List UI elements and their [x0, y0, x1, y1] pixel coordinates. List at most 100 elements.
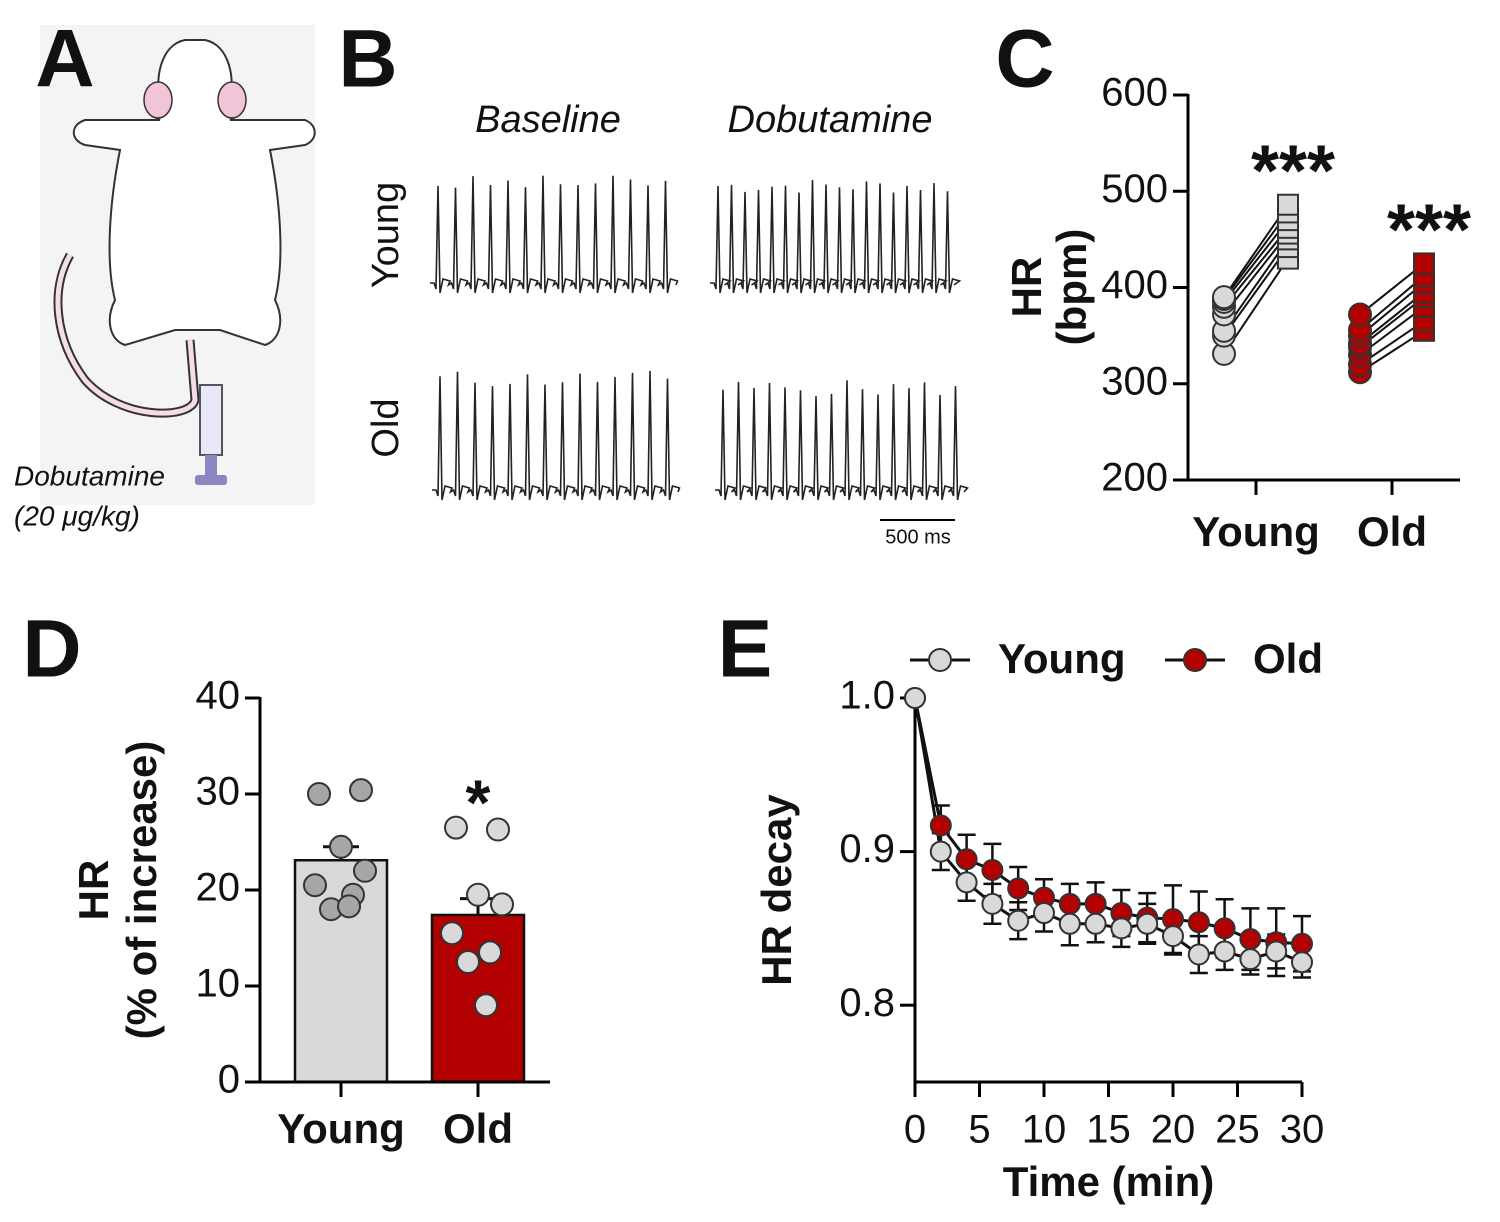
x-tick-label: 5 [968, 1108, 990, 1152]
y-tick-label: 600 [1101, 71, 1168, 115]
legend-label: Old [1253, 635, 1323, 682]
point [466, 882, 490, 907]
legend-marker [928, 648, 952, 672]
panel-label: D [22, 604, 81, 695]
y-tick-label: 400 [1101, 263, 1168, 307]
y-tick-label: 0 [218, 1058, 240, 1102]
row-label: Young [365, 182, 407, 288]
x-tick-label: Young [277, 1105, 405, 1152]
legend-label: Young [998, 635, 1126, 682]
point [1187, 911, 1210, 934]
panel-label: E [718, 604, 773, 695]
point [1058, 892, 1081, 915]
x-tick-label: 15 [1086, 1108, 1131, 1152]
point [490, 892, 514, 917]
point [1413, 252, 1435, 275]
dose-label: (20 μg/kg) [14, 500, 140, 531]
x-tick-label: 20 [1151, 1108, 1196, 1152]
point [1007, 909, 1030, 932]
point [307, 782, 331, 806]
point [1058, 912, 1081, 935]
point [478, 940, 502, 965]
ecg-trace [430, 175, 679, 294]
y-axis-label: HR decay [753, 794, 800, 986]
point [474, 993, 498, 1018]
x-tick-label: Young [1192, 508, 1320, 555]
point [1187, 943, 1210, 966]
point [981, 859, 1004, 882]
point [353, 858, 377, 883]
point [955, 848, 978, 871]
x-tick-label: 25 [1215, 1108, 1260, 1152]
point [1007, 877, 1030, 900]
point [1162, 925, 1184, 948]
y-tick-label: 200 [1101, 456, 1168, 500]
point [955, 871, 978, 894]
y-tick-label: 300 [1101, 359, 1168, 403]
column-title: Baseline [475, 99, 621, 141]
point [329, 834, 353, 859]
y-tick-label: 500 [1101, 167, 1168, 211]
point [303, 873, 327, 898]
legend-marker [1183, 648, 1207, 672]
significance: * [466, 767, 491, 839]
point [456, 950, 480, 974]
point [1213, 917, 1236, 940]
x-tick-label: 10 [1022, 1108, 1067, 1152]
significance: *** [1251, 132, 1335, 212]
column-title: Dobutamine [728, 99, 933, 141]
y-axis-label: (bpm) [1048, 229, 1095, 346]
significance: *** [1387, 190, 1471, 270]
y-tick-label: 40 [196, 674, 241, 718]
mouse-illustration [40, 25, 316, 505]
point [1291, 951, 1313, 974]
drug-label: Dobutamine [14, 460, 165, 491]
scale-bar-label: 500 ms [885, 526, 951, 548]
point [1291, 932, 1313, 955]
x-axis-label: Time (min) [1003, 1158, 1215, 1205]
row-label: Old [365, 398, 407, 457]
point [904, 687, 926, 709]
series-line [913, 697, 1303, 946]
y-tick-label: 20 [196, 866, 241, 910]
point [1348, 302, 1372, 327]
point [1213, 940, 1236, 963]
point [440, 921, 464, 946]
y-axis-label: HR [1003, 257, 1050, 318]
y-tick-label: 1.0 [839, 674, 895, 718]
point [1084, 912, 1107, 935]
x-tick-label: 0 [904, 1108, 926, 1152]
point [1277, 193, 1299, 216]
ecg-traces [430, 175, 969, 501]
point [1212, 285, 1236, 310]
point [929, 840, 952, 863]
y-tick-label: 0.8 [839, 981, 895, 1025]
point [1110, 917, 1133, 940]
point [981, 892, 1004, 915]
point [444, 815, 468, 840]
point [1084, 892, 1107, 915]
x-tick-label: 30 [1280, 1108, 1325, 1152]
x-tick-label: Old [443, 1105, 513, 1152]
ecg-trace [710, 179, 962, 294]
point [1136, 912, 1159, 935]
ecg-trace [432, 370, 681, 501]
x-tick-label: Old [1357, 508, 1427, 555]
point [486, 817, 510, 842]
point [337, 894, 361, 919]
y-axis-label: (% of increase) [118, 741, 165, 1040]
point [1239, 928, 1262, 951]
panel-label: B [338, 14, 397, 105]
y-tick-label: 10 [196, 962, 241, 1006]
series-line [913, 697, 1303, 964]
y-tick-label: 30 [196, 770, 241, 814]
point [349, 778, 373, 803]
panel-label: A [35, 14, 94, 105]
point [1033, 902, 1055, 925]
y-tick-label: 0.9 [839, 827, 895, 871]
y-axis-label: HR [70, 860, 117, 921]
point [1265, 940, 1288, 963]
point [1239, 948, 1262, 971]
ecg-trace [715, 380, 969, 501]
